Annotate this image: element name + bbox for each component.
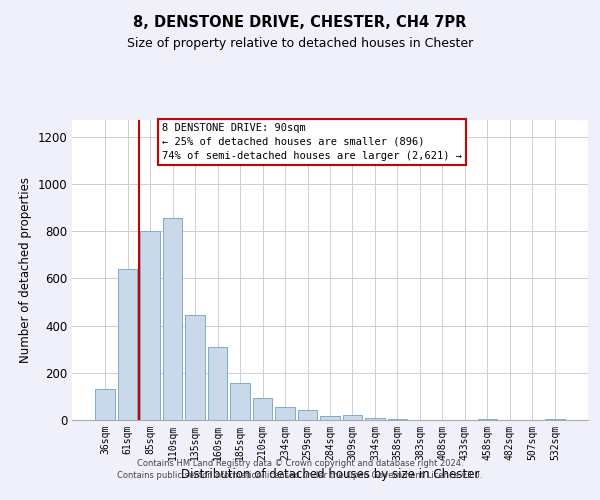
Text: 8 DENSTONE DRIVE: 90sqm
← 25% of detached houses are smaller (896)
74% of semi-d: 8 DENSTONE DRIVE: 90sqm ← 25% of detache… bbox=[162, 123, 463, 161]
Bar bbox=[320, 416, 340, 420]
Bar bbox=[230, 384, 250, 420]
Bar bbox=[95, 390, 115, 420]
Bar bbox=[343, 415, 362, 420]
Y-axis label: Number of detached properties: Number of detached properties bbox=[19, 177, 32, 363]
X-axis label: Distribution of detached houses by size in Chester: Distribution of detached houses by size … bbox=[181, 468, 479, 481]
Bar bbox=[275, 408, 295, 420]
Bar bbox=[163, 218, 182, 420]
Bar bbox=[140, 231, 160, 420]
Bar bbox=[298, 410, 317, 420]
Bar bbox=[185, 315, 205, 420]
Bar bbox=[118, 269, 137, 420]
Text: Size of property relative to detached houses in Chester: Size of property relative to detached ho… bbox=[127, 38, 473, 51]
Bar bbox=[208, 347, 227, 420]
Bar bbox=[365, 418, 385, 420]
Text: 8, DENSTONE DRIVE, CHESTER, CH4 7PR: 8, DENSTONE DRIVE, CHESTER, CH4 7PR bbox=[133, 15, 467, 30]
Text: Contains HM Land Registry data © Crown copyright and database right 2024.
Contai: Contains HM Land Registry data © Crown c… bbox=[118, 458, 482, 480]
Bar bbox=[253, 398, 272, 420]
Bar bbox=[478, 419, 497, 420]
